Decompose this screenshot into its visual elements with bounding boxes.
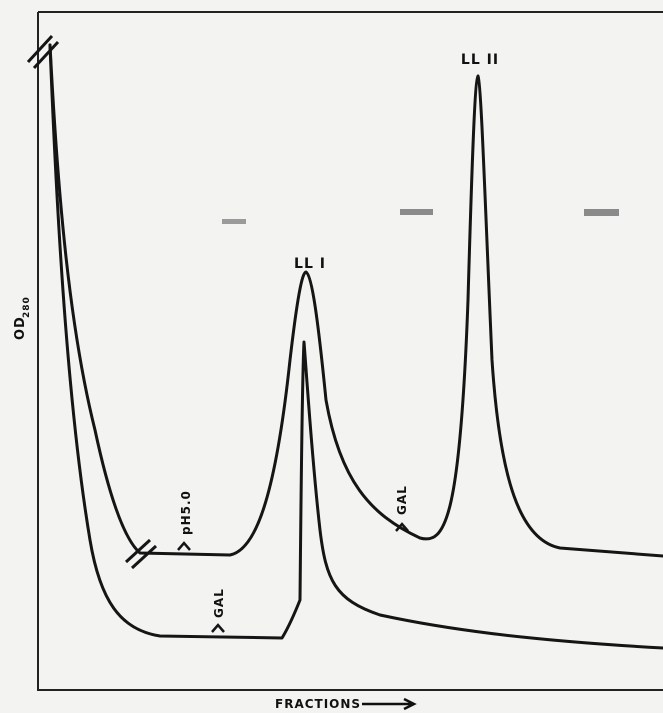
- peak-label: LL I: [294, 256, 326, 272]
- peak-label: LL II: [461, 52, 499, 68]
- y-label-sub: 280: [22, 296, 32, 318]
- frame: [37, 11, 663, 691]
- annotation: GAL: [395, 485, 409, 515]
- elution-curve: [48, 43, 663, 558]
- band: [400, 209, 433, 215]
- annotation: pH5.0: [179, 490, 193, 535]
- annotation: GAL: [212, 588, 226, 618]
- x-axis-label: FRACTIONS: [275, 697, 361, 711]
- band: [222, 219, 246, 224]
- y-axis-label: OD 280: [13, 296, 32, 340]
- elution-curve: [48, 43, 663, 650]
- y-label: OD: [13, 316, 28, 340]
- axis-arrow: [362, 697, 417, 711]
- marker-arrow: [177, 522, 409, 633]
- band: [584, 209, 619, 216]
- break-mark: [26, 34, 158, 570]
